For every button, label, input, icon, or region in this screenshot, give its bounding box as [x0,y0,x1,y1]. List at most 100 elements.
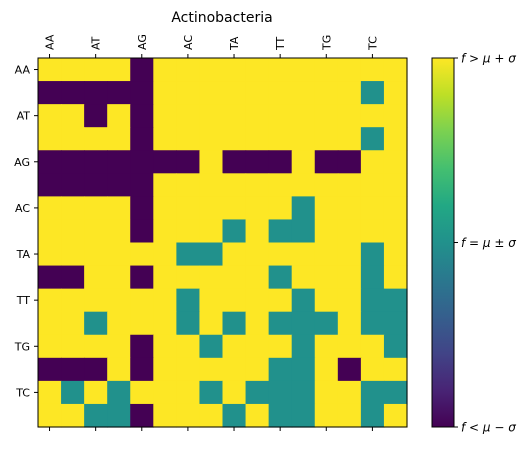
heatmap-cell [38,58,62,82]
heatmap-cell [291,219,316,244]
heatmap-cell [153,81,177,105]
heatmap-cell [383,288,408,313]
heatmap-cell [291,150,316,174]
heatmap-cell [199,242,224,267]
heatmap-cell [360,219,385,244]
heatmap-cell [199,58,224,82]
heatmap-cell [360,403,385,428]
heatmap-cell [337,127,362,151]
heatmap-cell [360,104,385,128]
heatmap-cell [222,380,247,405]
heatmap-cell [153,403,177,428]
heatmap-cell [176,127,201,151]
heatmap-cell [268,311,293,336]
colorbar-tick-label: f < μ − σ [461,421,516,435]
heatmap-cell [199,104,224,128]
heatmap-cell [107,58,131,82]
heatmap-cell [337,219,362,244]
heatmap-cell [268,357,293,382]
x-tick-label: TC [366,36,379,51]
heatmap-cell [383,242,408,267]
heatmap-cell [245,196,270,221]
heatmap-cell [130,288,154,313]
heatmap-cell [222,104,247,128]
heatmap-cell [130,173,154,197]
heatmap-cell [199,265,224,290]
heatmap-cell [107,173,131,197]
heatmap-cell [61,242,85,267]
heatmap-cell [176,81,201,105]
heatmap-cell [337,58,362,82]
heatmap-cell [199,334,224,359]
heatmap-cell [153,104,177,128]
heatmap-cell [107,403,131,428]
heatmap-cell [245,173,270,197]
heatmap-cell [314,81,339,105]
heatmap-cell [176,357,201,382]
heatmap-cell [84,219,108,244]
heatmap-cell [314,219,339,244]
heatmap-cell [199,357,224,382]
heatmap-cell [107,334,131,359]
y-tick-label: TG [14,340,30,353]
heatmap-cell [130,357,154,382]
heatmap-cell [38,265,62,290]
x-tick-label: TA [228,36,241,51]
heatmap-cell [291,173,316,197]
heatmap-cell [176,58,201,82]
heatmap-cell [383,150,408,174]
heatmap-cell [383,219,408,244]
heatmap-cell [360,196,385,221]
heatmap-cell [199,380,224,405]
heatmap-cell [337,288,362,313]
heatmap-cell [130,380,154,405]
heatmap-cell [199,81,224,105]
heatmap-cell [222,334,247,359]
heatmap-cell [38,288,62,313]
heatmap-cell [130,104,154,128]
heatmap-cell [291,58,316,82]
heatmap-cell [268,58,293,82]
heatmap-cell [222,242,247,267]
heatmap-cell [337,104,362,128]
heatmap-cell [314,150,339,174]
heatmap-cell [222,127,247,151]
heatmap-cell [291,81,316,105]
heatmap-cell [38,334,62,359]
heatmap-cell [130,196,154,221]
y-tick-label: TA [16,248,31,261]
heatmap-cell [107,288,131,313]
heatmap-cell [360,311,385,336]
heatmap-cell [130,81,154,105]
heatmap-cell [222,265,247,290]
heatmap-cell [153,58,177,82]
heatmap-cell [176,265,201,290]
heatmap-cell [291,104,316,128]
heatmap-cell [245,58,270,82]
heatmap-cell [38,150,62,174]
heatmap-cell [61,81,85,105]
heatmap-cell [222,58,247,82]
heatmap-cell [84,265,108,290]
heatmap-cell [199,196,224,221]
heatmap-cell [337,173,362,197]
heatmap-cell [84,104,108,128]
heatmap-cell [291,265,316,290]
heatmap-cell [222,403,247,428]
heatmap-cell [383,104,408,128]
heatmap-cell [383,81,408,105]
heatmap-cell [268,265,293,290]
heatmap-cell [245,288,270,313]
heatmap-cell [337,265,362,290]
heatmap-cell [84,150,108,174]
heatmap-cell [176,403,201,428]
heatmap-cell [61,357,85,382]
heatmap-cell [268,334,293,359]
heatmap-cell [61,288,85,313]
heatmap-cell [153,380,177,405]
heatmap-cell [84,288,108,313]
heatmap-cell [383,357,408,382]
heatmap-cell [314,196,339,221]
heatmap-cell [61,380,85,405]
heatmap-cell [337,334,362,359]
